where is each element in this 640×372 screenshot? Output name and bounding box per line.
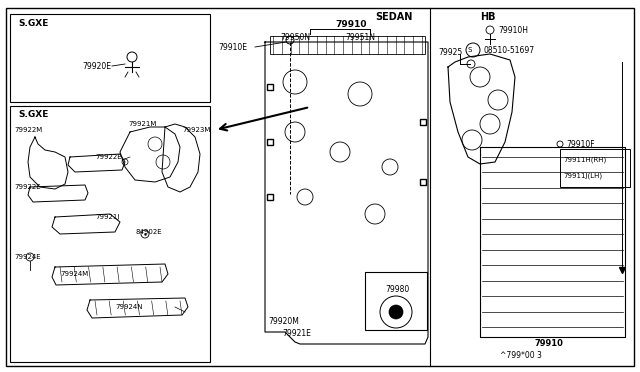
Text: S.GXE: S.GXE <box>18 19 49 28</box>
Bar <box>10 106 210 362</box>
Text: 79921J: 79921J <box>95 214 120 220</box>
Text: SEDAN: SEDAN <box>375 12 412 22</box>
Text: 79950N: 79950N <box>280 32 310 42</box>
Text: 79911H(RH): 79911H(RH) <box>563 157 606 163</box>
Text: 79925: 79925 <box>438 48 462 57</box>
Text: 79980: 79980 <box>385 285 409 295</box>
Text: 79951N: 79951N <box>345 32 375 42</box>
Text: 79922E: 79922E <box>14 184 40 190</box>
Text: ^799*00 3: ^799*00 3 <box>500 352 542 360</box>
Text: 79910H: 79910H <box>498 26 528 35</box>
Text: 08510-51697: 08510-51697 <box>484 45 535 55</box>
Text: 79920E: 79920E <box>82 61 111 71</box>
Text: 79910E: 79910E <box>218 42 247 51</box>
Text: 79920M: 79920M <box>268 317 299 327</box>
Text: 79924M: 79924M <box>60 271 88 277</box>
Text: S: S <box>468 47 472 53</box>
Text: 79923M: 79923M <box>182 127 211 133</box>
Text: 79921E: 79921E <box>282 330 311 339</box>
Text: 79922M: 79922M <box>14 127 42 133</box>
Text: 79910F: 79910F <box>566 140 595 148</box>
Bar <box>270 36 425 54</box>
Text: 79921M: 79921M <box>128 121 156 127</box>
Bar <box>365 272 427 330</box>
Bar <box>10 14 210 102</box>
Text: 79922E: 79922E <box>95 154 122 160</box>
Text: HB: HB <box>480 12 495 22</box>
Text: 79924N: 79924N <box>115 304 143 310</box>
Text: 79911J(LH): 79911J(LH) <box>563 173 602 179</box>
Bar <box>560 149 630 187</box>
Text: 79910: 79910 <box>335 19 367 29</box>
Text: 84902E: 84902E <box>135 229 162 235</box>
Text: 79910: 79910 <box>535 340 564 349</box>
Text: S.GXE: S.GXE <box>18 109 49 119</box>
Circle shape <box>389 305 403 319</box>
Text: 79924E: 79924E <box>14 254 40 260</box>
